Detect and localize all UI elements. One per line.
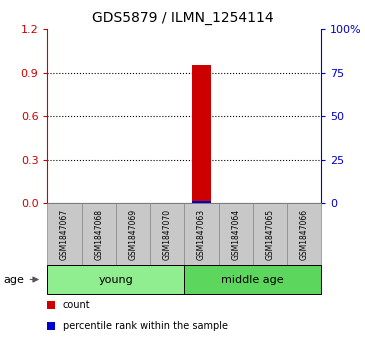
Text: GSM1847068: GSM1847068	[94, 209, 103, 260]
Text: GSM1847066: GSM1847066	[300, 209, 308, 260]
Text: GSM1847064: GSM1847064	[231, 209, 240, 260]
Text: middle age: middle age	[222, 274, 284, 285]
Text: GSM1847063: GSM1847063	[197, 209, 206, 260]
Bar	[192, 65, 211, 203]
Text: GSM1847067: GSM1847067	[60, 209, 69, 260]
Bar	[192, 201, 211, 203]
Text: GSM1847065: GSM1847065	[265, 209, 274, 260]
Text: GSM1847070: GSM1847070	[163, 209, 172, 260]
Text: young: young	[99, 274, 133, 285]
Text: GSM1847069: GSM1847069	[128, 209, 138, 260]
Text: GDS5879 / ILMN_1254114: GDS5879 / ILMN_1254114	[92, 11, 273, 25]
Text: count: count	[63, 299, 91, 310]
Text: age: age	[4, 274, 24, 285]
Text: percentile rank within the sample: percentile rank within the sample	[63, 321, 228, 331]
